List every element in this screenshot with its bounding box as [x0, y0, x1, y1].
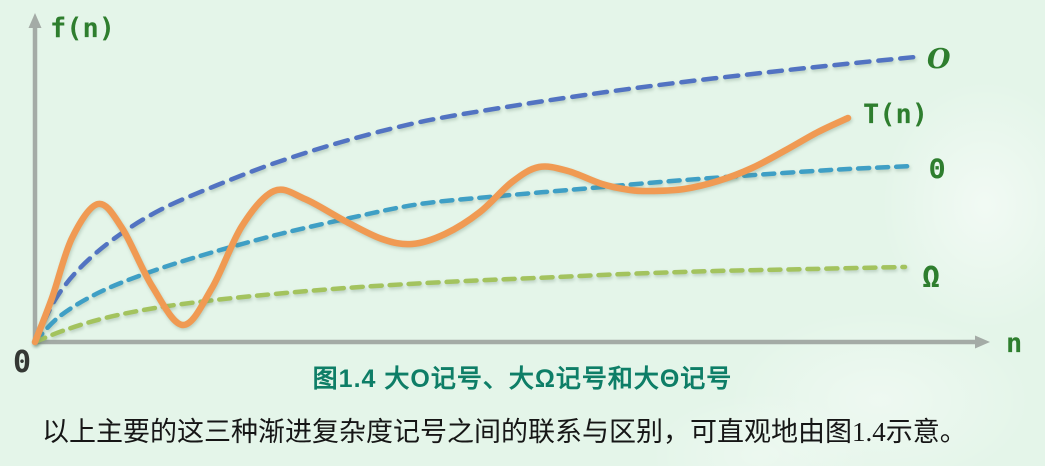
origin-label: 0 — [13, 345, 31, 380]
big-o-curve-label: O — [927, 44, 951, 75]
theta-curve — [32, 163, 915, 345]
y-axis-arrow-icon — [28, 13, 42, 28]
x-axis-label: n — [1006, 328, 1022, 359]
figure-caption: 图1.4 大O记号、大Ω记号和大Θ记号 — [312, 365, 733, 393]
y-axis-label: f(n) — [50, 13, 115, 44]
body-paragraph: 以上主要的这三种渐进复杂度记号之间的联系与区别，可直观地由图1.4示意。 — [42, 417, 967, 447]
omega-curve-label: Ω — [922, 260, 940, 295]
axes — [28, 13, 990, 349]
x-axis-arrow-icon — [975, 335, 990, 349]
complexity-notation-chart: f(n) n 0 O T(n) Θ Ω — [13, 13, 1022, 380]
omega-curve — [32, 264, 908, 345]
tn-curve — [31, 114, 852, 346]
theta-curve-label: Θ — [929, 154, 945, 185]
curves — [31, 54, 918, 346]
tn-curve-label: T(n) — [863, 99, 928, 130]
big-o-curve — [32, 54, 918, 345]
